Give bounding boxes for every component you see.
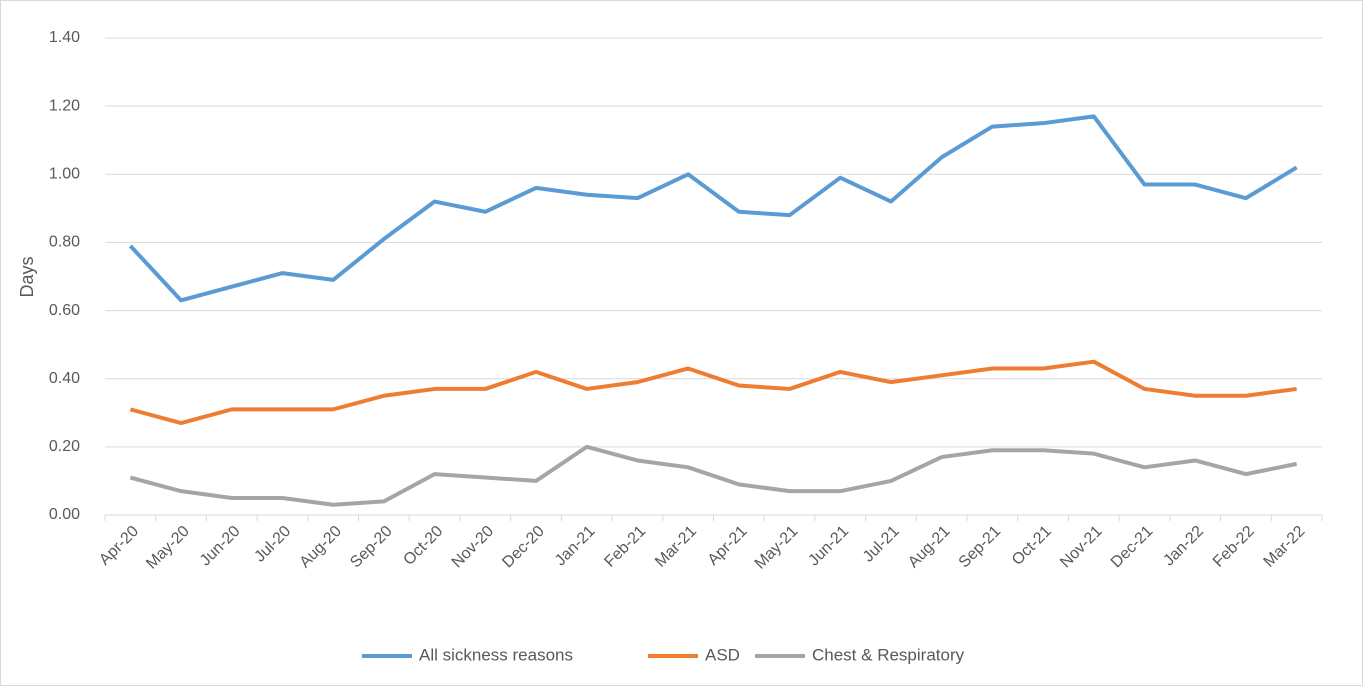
y-tick-label: 0.40 (49, 370, 80, 387)
legend-label: All sickness reasons (419, 645, 573, 664)
y-tick-label: 0.60 (49, 302, 80, 319)
series-line (128, 114, 1298, 303)
legend-label: Chest & Respiratory (812, 645, 965, 664)
legend-label: ASD (705, 645, 740, 664)
y-axis-label: Days (17, 256, 37, 297)
y-tick-label: 0.80 (49, 234, 80, 251)
y-tick-label: 1.00 (49, 166, 80, 183)
series-line (129, 359, 1297, 426)
y-tick-label: 1.20 (49, 97, 80, 114)
y-tick-label: 1.40 (49, 29, 80, 46)
y-tick-label: 0.00 (49, 506, 80, 523)
y-tick-label: 0.20 (49, 438, 80, 455)
series-line (129, 444, 1298, 507)
